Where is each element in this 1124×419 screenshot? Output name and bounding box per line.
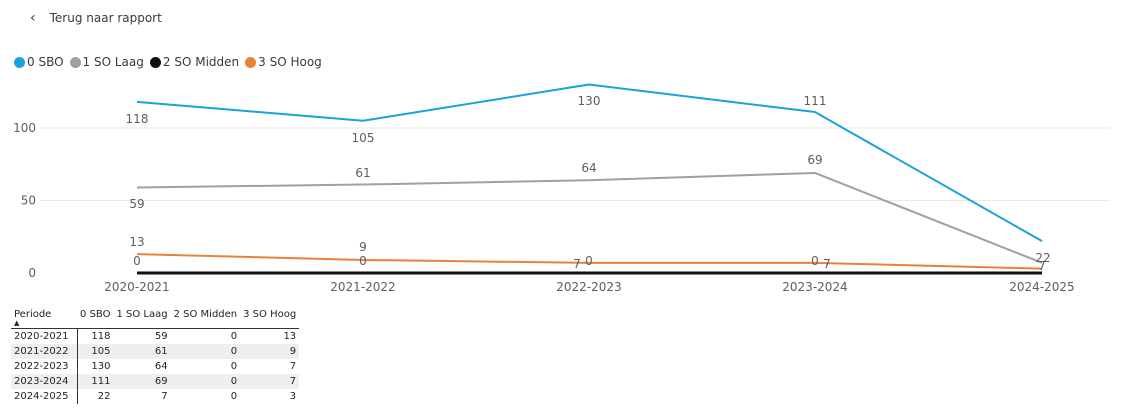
x-tick-label: 2020-2021 [104,280,169,294]
column-header-so-hoog[interactable]: 3 SO Hoog [240,307,300,329]
x-tick-label: 2022-2023 [556,280,621,294]
table-row: 2021-2022 105 61 0 9 [11,344,300,359]
data-label: 111 [804,94,827,108]
series-line-3 [136,253,1043,270]
legend-dot-icon [149,56,161,68]
legend-item-so-laag[interactable]: 1 SO Laag [69,55,144,69]
legend-item-so-midden[interactable]: 2 SO Midden [149,55,240,69]
data-label: 7 [573,257,581,271]
table-cell: 2023-2024 [11,374,78,389]
table-cell: 0 [170,344,241,359]
x-tick-label: 2021-2022 [330,280,395,294]
table-cell: 64 [154,361,168,372]
table-cell: 0 [230,361,238,372]
legend-item-so-hoog[interactable]: 3 SO Hoog [245,55,322,69]
y-tick-label: 50 [21,194,36,208]
table-cell: 61 [113,344,171,359]
legend-label: 3 SO Hoog [258,55,322,69]
column-header-so-midden[interactable]: 2 SO Midden [170,307,241,329]
data-label: 13 [129,235,144,249]
data-label: 7 [823,257,831,271]
data-label: 0 [811,254,819,268]
data-label: 118 [126,112,149,126]
data-label: 0 [585,254,593,268]
column-header-periode[interactable]: Periode ▲ [11,307,78,329]
table-cell: 111 [77,374,114,389]
data-label: 9 [359,240,367,254]
data-table: Periode ▲ 0 SBO 1 SO Laag 2 SO Midden 3 … [11,307,300,404]
chevron-left-icon: ‹ [30,10,36,26]
y-tick-label: 0 [28,266,36,280]
legend-item-sbo[interactable]: 0 SBO [14,55,64,69]
data-label: 130 [578,94,601,108]
table-row: 2023-2024 111 69 0 7 [11,374,300,389]
column-header-sbo[interactable]: 0 SBO [77,307,114,329]
legend-dot-icon [245,56,257,68]
data-label: 69 [807,153,822,167]
table-cell: 118 [91,331,111,342]
table-cell: 69 [113,374,171,389]
table-row: 2022-2023 130 64 0 7 [11,359,299,374]
data-label: 22 [1035,251,1050,265]
legend-label: 2 SO Midden [162,55,240,69]
table-cell: 3 [289,391,297,402]
table-cell: 9 [240,344,300,359]
table-cell: 7 [289,361,297,372]
legend-dot-icon [69,56,81,68]
table-cell: 7 [161,391,168,402]
table-cell: 13 [283,331,297,342]
column-header-so-laag[interactable]: 1 SO Laag [113,307,171,329]
x-tick-label: 2023-2024 [782,280,847,294]
chart-legend: 0 SBO 1 SO Laag 2 SO Midden 3 SO Hoog [14,55,322,69]
back-link-label: Terug naar rapport [49,11,162,25]
table-cell: 2020-2021 [11,328,78,344]
table-cell: 0 [170,374,241,389]
data-label: 7 [1038,259,1046,273]
table-cell: 2024-2025 [11,389,78,404]
table-cell: 105 [77,344,114,359]
table-cell: 7 [240,374,300,389]
table-cell: 2021-2022 [11,344,78,359]
sort-up-icon: ▲ [14,319,20,327]
data-label: 0 [359,254,367,268]
table-cell: 130 [91,361,111,372]
data-label: 61 [355,166,370,180]
table-cell: 0 [230,331,238,342]
back-link[interactable]: ‹ Terug naar rapport [30,10,162,26]
x-tick-label: 2024-2025 [1009,280,1074,294]
legend-label: 0 SBO [27,55,64,69]
table-row: 2020-2021 118 59 0 13 [11,328,299,344]
data-label: 64 [581,161,596,175]
series-line-0 [136,83,1043,242]
data-label: 59 [129,197,144,211]
line-chart: 0 50 100 2020-2021 2021-2022 2022-2023 2023-20… [13,83,1110,294]
table-cell: 2022-2023 [11,359,78,374]
legend-dot-icon [14,56,25,68]
y-tick-label: 100 [13,121,36,135]
table-row: 2024-2025 22 7 0 3 [11,389,299,404]
table-cell: 59 [154,331,168,342]
series-line-1 [136,171,1043,264]
data-label: 105 [352,131,375,145]
table-header-row: Periode ▲ 0 SBO 1 SO Laag 2 SO Midden 3 … [11,307,300,329]
table-cell: 22 [97,391,111,402]
legend-label: 1 SO Laag [82,55,144,69]
table-cell: 0 [230,391,238,402]
data-label: 0 [133,254,141,268]
